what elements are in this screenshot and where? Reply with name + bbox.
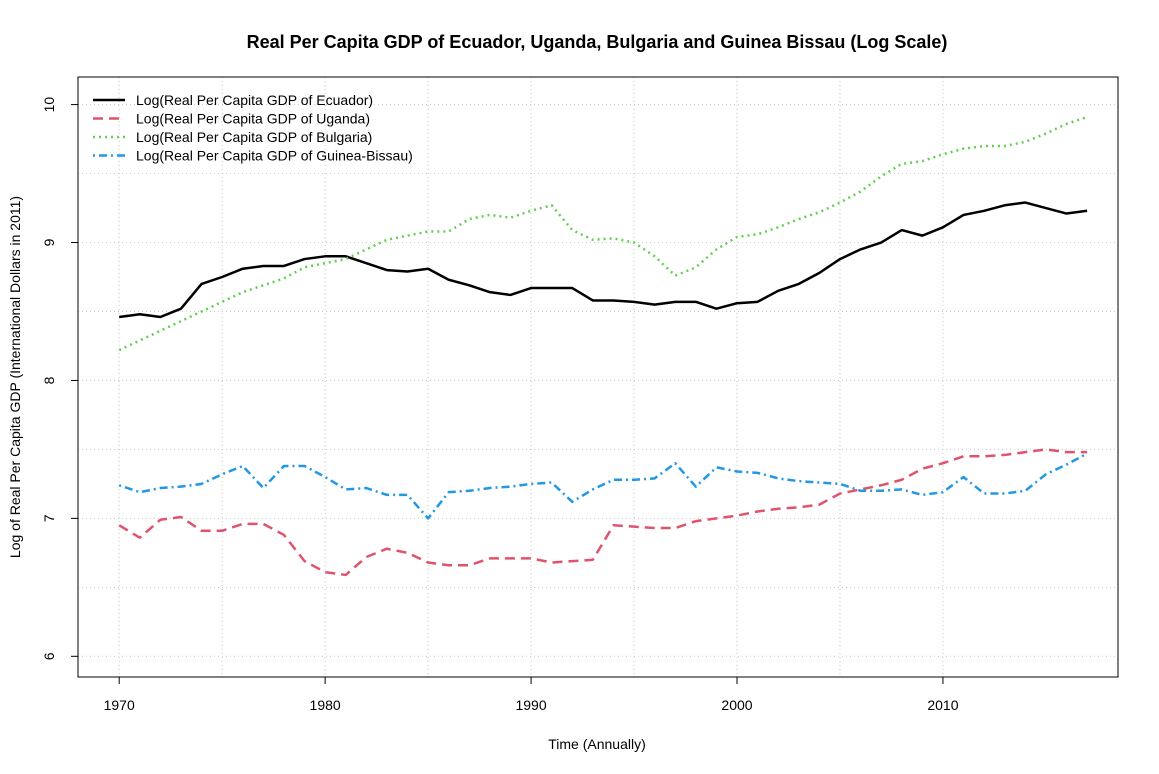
x-tick-label: 1970 xyxy=(104,697,135,713)
y-tick-label: 6 xyxy=(41,652,57,660)
data-series-group xyxy=(118,115,1088,577)
x-tick-label: 2010 xyxy=(927,697,958,713)
y-tick-label: 10 xyxy=(41,97,57,113)
legend: Log(Real Per Capita GDP of Ecuador) Log(R… xyxy=(93,92,413,164)
y-tick-label: 9 xyxy=(41,238,57,246)
x-axis-label: Time (Annually) xyxy=(548,736,646,752)
legend-item-label: Log(Real Per Capita GDP of Bulgaria) xyxy=(136,129,372,145)
x-axis: 1970 1980 1990 2000 2010 xyxy=(104,677,959,713)
series-line-2 xyxy=(118,448,1088,577)
plot-frame xyxy=(77,76,1119,678)
y-axis-label: Log of Real Per Capita GDP (Internationa… xyxy=(7,196,23,558)
x-tick-label: 2000 xyxy=(721,697,752,713)
series-line-4 xyxy=(118,452,1088,520)
series-line-1 xyxy=(119,201,1088,319)
chart-title: Real Per Capita GDP of Ecuador, Uganda, … xyxy=(247,32,948,52)
legend-item-label: Log(Real Per Capita GDP of Guinea-Bissau… xyxy=(136,148,413,164)
legend-item-label: Log(Real Per Capita GDP of Uganda) xyxy=(136,111,370,127)
x-tick-label: 1990 xyxy=(515,697,546,713)
legend-item-label: Log(Real Per Capita GDP of Ecuador) xyxy=(136,92,373,108)
grid-lines xyxy=(78,77,1118,677)
y-axis: 6 7 8 9 10 xyxy=(41,97,78,660)
y-tick-label: 7 xyxy=(41,514,57,522)
x-tick-label: 1980 xyxy=(310,697,341,713)
y-tick-label: 8 xyxy=(41,376,57,384)
